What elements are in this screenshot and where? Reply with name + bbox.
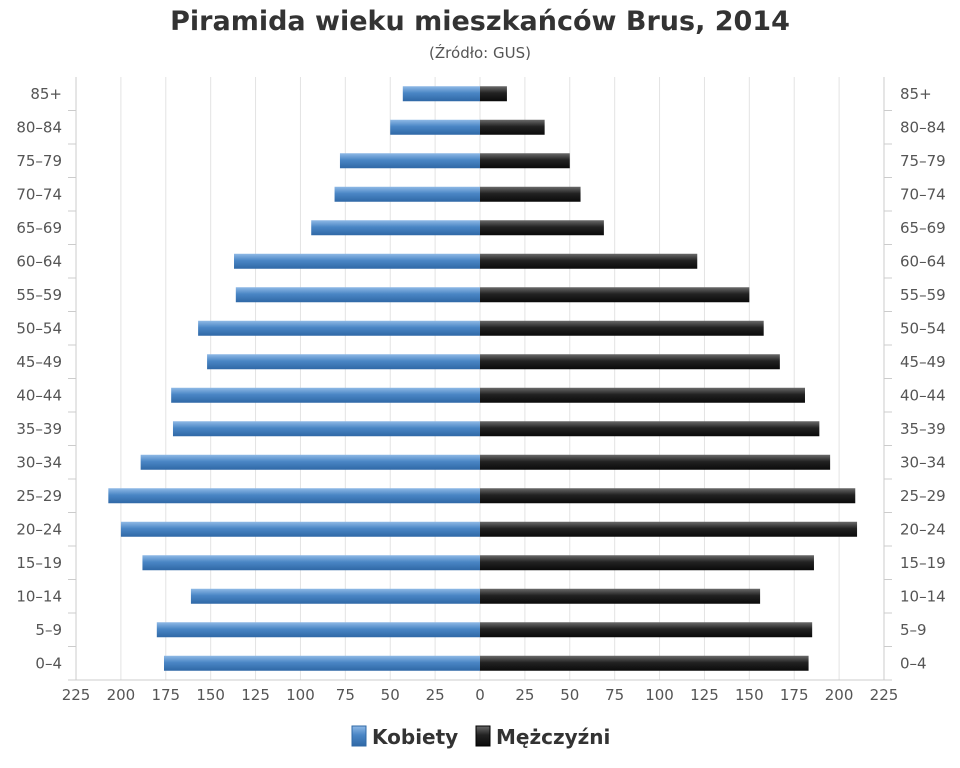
x-tick-label: 25 — [426, 686, 445, 704]
x-tick-label: 150 — [196, 686, 225, 704]
bar-mezczyzni — [480, 454, 831, 470]
bar-mezczyzni — [480, 119, 545, 135]
bar-mezczyzni — [480, 521, 858, 537]
chart-title: Piramida wieku mieszkańców Brus, 2014 — [170, 6, 790, 37]
y-tick-label-left: 20–24 — [16, 520, 62, 538]
bar-kobiety — [235, 287, 480, 303]
x-tick-label: 50 — [381, 686, 400, 704]
bar-kobiety — [402, 86, 480, 102]
bar-mezczyzni — [480, 421, 820, 437]
y-tick-label-right: 30–34 — [900, 453, 946, 471]
chart-subtitle: (Źródło: GUS) — [429, 44, 531, 62]
bar-kobiety — [234, 253, 480, 269]
y-tick-label-left: 70–74 — [16, 185, 62, 203]
y-tick-label-left: 60–64 — [16, 252, 62, 270]
y-tick-label-left: 80–84 — [16, 118, 62, 136]
x-tick-label: 25 — [515, 686, 534, 704]
bar-mezczyzni — [480, 287, 750, 303]
bar-mezczyzni — [480, 86, 507, 102]
x-tick-label: 0 — [475, 686, 485, 704]
y-tick-label-left: 0–4 — [35, 654, 62, 672]
y-tick-label-right: 55–59 — [900, 286, 946, 304]
bar-kobiety — [171, 387, 480, 403]
y-tick-label-right: 5–9 — [900, 621, 927, 639]
bar-mezczyzni — [480, 588, 761, 604]
bar-mezczyzni — [480, 153, 570, 169]
legend-swatch-mezczyzni — [475, 725, 491, 747]
y-tick-label-right: 70–74 — [900, 185, 946, 203]
bar-kobiety — [108, 488, 481, 504]
y-tick-label-right: 60–64 — [900, 252, 946, 270]
bar-mezczyzni — [480, 186, 581, 202]
bar-mezczyzni — [480, 622, 813, 638]
x-tick-label: 225 — [62, 686, 91, 704]
y-tick-label-right: 80–84 — [900, 118, 946, 136]
bar-kobiety — [172, 421, 481, 437]
y-tick-label-left: 30–34 — [16, 453, 62, 471]
x-tick-label: 100 — [286, 686, 315, 704]
bar-kobiety — [120, 521, 481, 537]
y-tick-label-right: 35–39 — [900, 420, 946, 438]
y-tick-label-left: 55–59 — [16, 286, 62, 304]
y-tick-label-left: 75–79 — [16, 152, 62, 170]
x-tick-label: 175 — [151, 686, 180, 704]
x-tick-label: 125 — [690, 686, 719, 704]
x-tick-label: 225 — [870, 686, 899, 704]
bar-kobiety — [142, 555, 481, 571]
bar-kobiety — [163, 655, 480, 671]
y-tick-label-right: 85+ — [900, 85, 932, 103]
x-tick-label: 200 — [107, 686, 136, 704]
x-tick-label: 200 — [825, 686, 854, 704]
bar-kobiety — [190, 588, 480, 604]
bar-mezczyzni — [480, 320, 764, 336]
bar-kobiety — [156, 622, 480, 638]
y-tick-label-left: 5–9 — [35, 621, 62, 639]
y-tick-label-right: 40–44 — [900, 386, 946, 404]
x-tick-label: 125 — [241, 686, 270, 704]
bar-mezczyzni — [480, 555, 814, 571]
y-tick-label-right: 65–69 — [900, 219, 946, 237]
bar-mezczyzni — [480, 354, 780, 370]
x-tick-label: 100 — [645, 686, 674, 704]
y-tick-label-left: 40–44 — [16, 386, 62, 404]
bar-kobiety — [140, 454, 480, 470]
bar-mezczyzni — [480, 220, 604, 236]
y-tick-label-right: 75–79 — [900, 152, 946, 170]
y-tick-label-right: 25–29 — [900, 487, 946, 505]
y-tick-label-right: 50–54 — [900, 319, 946, 337]
legend-label-mezczyzni: Mężczyźni — [496, 725, 610, 749]
bar-mezczyzni — [480, 655, 809, 671]
y-tick-label-right: 20–24 — [900, 520, 946, 538]
bar-kobiety — [207, 354, 481, 370]
y-tick-label-right: 10–14 — [900, 587, 946, 605]
x-tick-label: 75 — [605, 686, 624, 704]
x-tick-label: 150 — [735, 686, 764, 704]
y-tick-label-left: 50–54 — [16, 319, 62, 337]
y-tick-label-right: 45–49 — [900, 353, 946, 371]
bar-mezczyzni — [480, 253, 698, 269]
bar-kobiety — [334, 186, 480, 202]
y-tick-label-right: 0–4 — [900, 654, 927, 672]
bar-kobiety — [390, 119, 480, 135]
bar-kobiety — [311, 220, 480, 236]
y-tick-label-left: 15–19 — [16, 554, 62, 572]
x-tick-label: 175 — [780, 686, 809, 704]
y-tick-label-left: 25–29 — [16, 487, 62, 505]
y-tick-label-right: 15–19 — [900, 554, 946, 572]
legend-swatch-kobiety — [351, 725, 367, 747]
y-tick-label-left: 65–69 — [16, 219, 62, 237]
y-tick-label-left: 85+ — [30, 85, 62, 103]
y-tick-label-left: 35–39 — [16, 420, 62, 438]
bar-kobiety — [198, 320, 480, 336]
legend-label-kobiety: Kobiety — [372, 725, 458, 749]
bar-mezczyzni — [480, 488, 856, 504]
bar-kobiety — [339, 153, 480, 169]
y-tick-label-left: 45–49 — [16, 353, 62, 371]
x-tick-label: 75 — [336, 686, 355, 704]
bar-mezczyzni — [480, 387, 805, 403]
x-tick-label: 50 — [560, 686, 579, 704]
y-tick-label-left: 10–14 — [16, 587, 62, 605]
